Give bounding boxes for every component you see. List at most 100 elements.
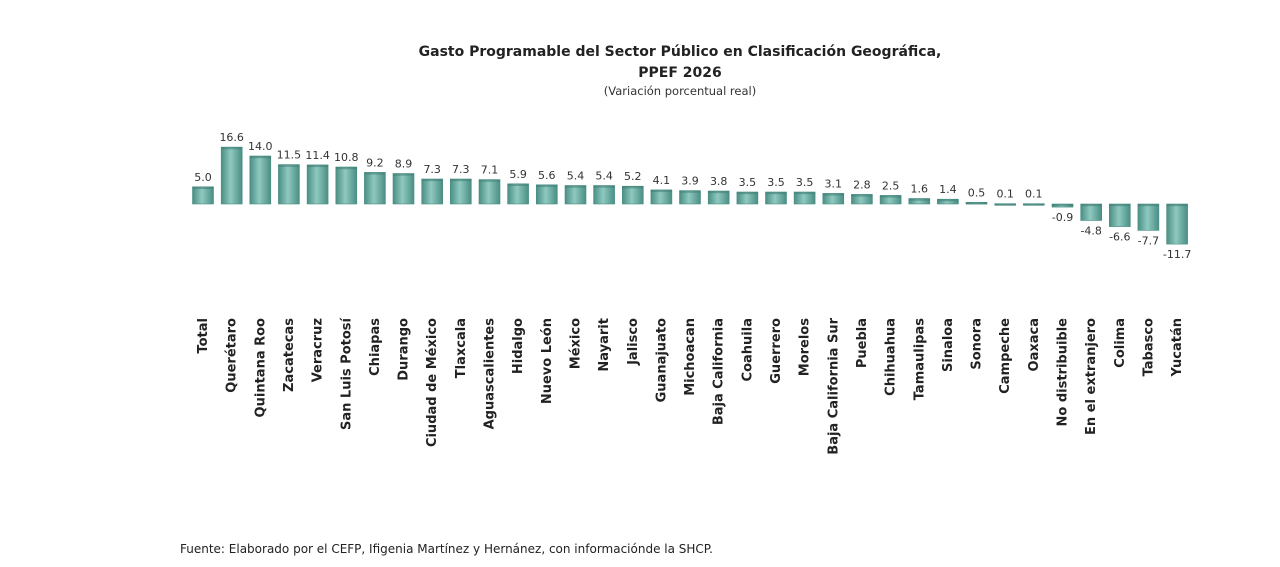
- data-label: 1.4: [939, 183, 957, 196]
- data-label: -7.7: [1138, 234, 1159, 247]
- bar-top-edge: [278, 164, 300, 167]
- bar: [335, 166, 358, 205]
- data-label: 11.4: [305, 149, 330, 162]
- category-label: Durango: [397, 318, 412, 381]
- category-label: Veracruz: [311, 318, 326, 382]
- data-label: 4.1: [653, 174, 671, 187]
- bar-top-edge: [536, 184, 558, 187]
- category-label: México: [569, 318, 584, 369]
- data-label: 3.8: [710, 175, 728, 188]
- bar: [535, 184, 558, 205]
- data-label: 5.9: [509, 168, 527, 181]
- bar-top-edge: [335, 167, 357, 170]
- category-label: Total: [196, 318, 211, 354]
- bar: [1109, 203, 1131, 227]
- data-label: 5.6: [538, 169, 556, 182]
- data-label: 16.6: [219, 131, 244, 144]
- data-label: -6.6: [1109, 231, 1130, 244]
- bar-top-edge: [937, 199, 959, 202]
- category-label: Michoacan: [683, 318, 698, 396]
- bar-top-edge: [1023, 203, 1045, 206]
- category-label: Hidalgo: [511, 318, 526, 374]
- bar-top-edge: [1137, 204, 1159, 207]
- bar-top-edge: [966, 202, 987, 205]
- bar-top-edge: [565, 185, 586, 188]
- bar: [364, 172, 386, 205]
- category-label: Querétaro: [225, 318, 240, 393]
- bar-top-edge: [908, 198, 930, 201]
- data-label: 3.5: [796, 176, 814, 189]
- bar-top-edge: [393, 173, 414, 176]
- category-label: Jalisco: [626, 318, 641, 366]
- data-label: 8.9: [395, 158, 413, 171]
- bar-top-edge: [822, 193, 844, 196]
- bar: [192, 186, 214, 205]
- bar-top-edge: [450, 179, 472, 182]
- category-label: Baja California: [712, 318, 727, 425]
- bar: [249, 155, 272, 205]
- category-label: Nuevo León: [540, 318, 555, 404]
- bar-top-edge: [736, 192, 758, 195]
- bar-top-edge: [880, 195, 902, 198]
- bar: [306, 164, 329, 205]
- category-label: Morelos: [798, 318, 813, 376]
- data-label: 10.8: [334, 151, 359, 164]
- bar: [507, 183, 529, 205]
- data-label: 14.0: [248, 140, 273, 153]
- data-label: 0.1: [1025, 188, 1043, 201]
- chart-subtitle: PPEF 2026: [638, 65, 722, 81]
- bar-top-edge: [794, 192, 816, 195]
- data-label: 5.4: [567, 170, 585, 183]
- bar-top-edge: [307, 164, 329, 168]
- category-label: En el extranjero: [1084, 318, 1099, 435]
- bar: [392, 173, 415, 205]
- category-label: Sinaloa: [941, 318, 956, 372]
- data-label: 9.2: [366, 156, 384, 169]
- category-label: Aguascalientes: [483, 318, 498, 430]
- category-label: Puebla: [855, 318, 870, 368]
- bar-top-edge: [1109, 204, 1131, 207]
- category-label: Tamaulipas: [912, 318, 927, 401]
- category-label: Quintana Roo: [253, 318, 268, 417]
- bar-top-edge: [249, 156, 271, 159]
- category-label: Guerrero: [769, 318, 784, 384]
- source-note: Fuente: Elaborado por el CEFP, Ifigenia …: [180, 542, 713, 556]
- bar: [220, 146, 243, 205]
- bar-top-edge: [221, 147, 243, 150]
- data-label: -11.7: [1163, 248, 1191, 261]
- bar: [421, 178, 444, 205]
- bar-top-edge: [765, 192, 787, 195]
- category-label: San Luis Potosí: [339, 316, 354, 430]
- bar-top-edge: [708, 191, 730, 194]
- data-label: 5.0: [194, 171, 212, 184]
- bar-top-edge: [421, 179, 443, 182]
- category-label: Ciudad de México: [425, 318, 440, 447]
- bar: [1080, 203, 1102, 221]
- category-label: Zacatecas: [282, 318, 297, 392]
- data-label: 5.4: [595, 170, 613, 183]
- bar: [593, 185, 615, 205]
- data-label: -4.8: [1080, 225, 1101, 238]
- data-label: 7.1: [481, 164, 499, 177]
- category-label: Oaxaca: [1027, 318, 1042, 371]
- bar-top-edge: [851, 194, 873, 197]
- category-label: Tlaxcala: [454, 318, 469, 378]
- data-label: 2.5: [882, 179, 900, 192]
- data-label: 2.8: [853, 178, 871, 191]
- bar: [449, 178, 472, 205]
- category-label: Baja California Sur: [826, 317, 841, 454]
- bar-top-edge: [1080, 204, 1102, 207]
- data-label: 3.1: [825, 177, 843, 190]
- bar-top-edge: [994, 203, 1016, 206]
- bar-top-edge: [192, 186, 214, 189]
- bar-top-edge: [679, 190, 701, 193]
- chart-title: Gasto Programable del Sector Público en …: [418, 44, 942, 60]
- data-label: 3.5: [767, 176, 785, 189]
- bar-top-edge: [1166, 204, 1188, 207]
- data-label: 0.5: [968, 186, 986, 199]
- bar: [1137, 203, 1160, 231]
- bar: [478, 179, 501, 205]
- bar-top-edge: [622, 186, 644, 189]
- bar: [278, 164, 300, 205]
- category-label: Yucatán: [1170, 318, 1185, 377]
